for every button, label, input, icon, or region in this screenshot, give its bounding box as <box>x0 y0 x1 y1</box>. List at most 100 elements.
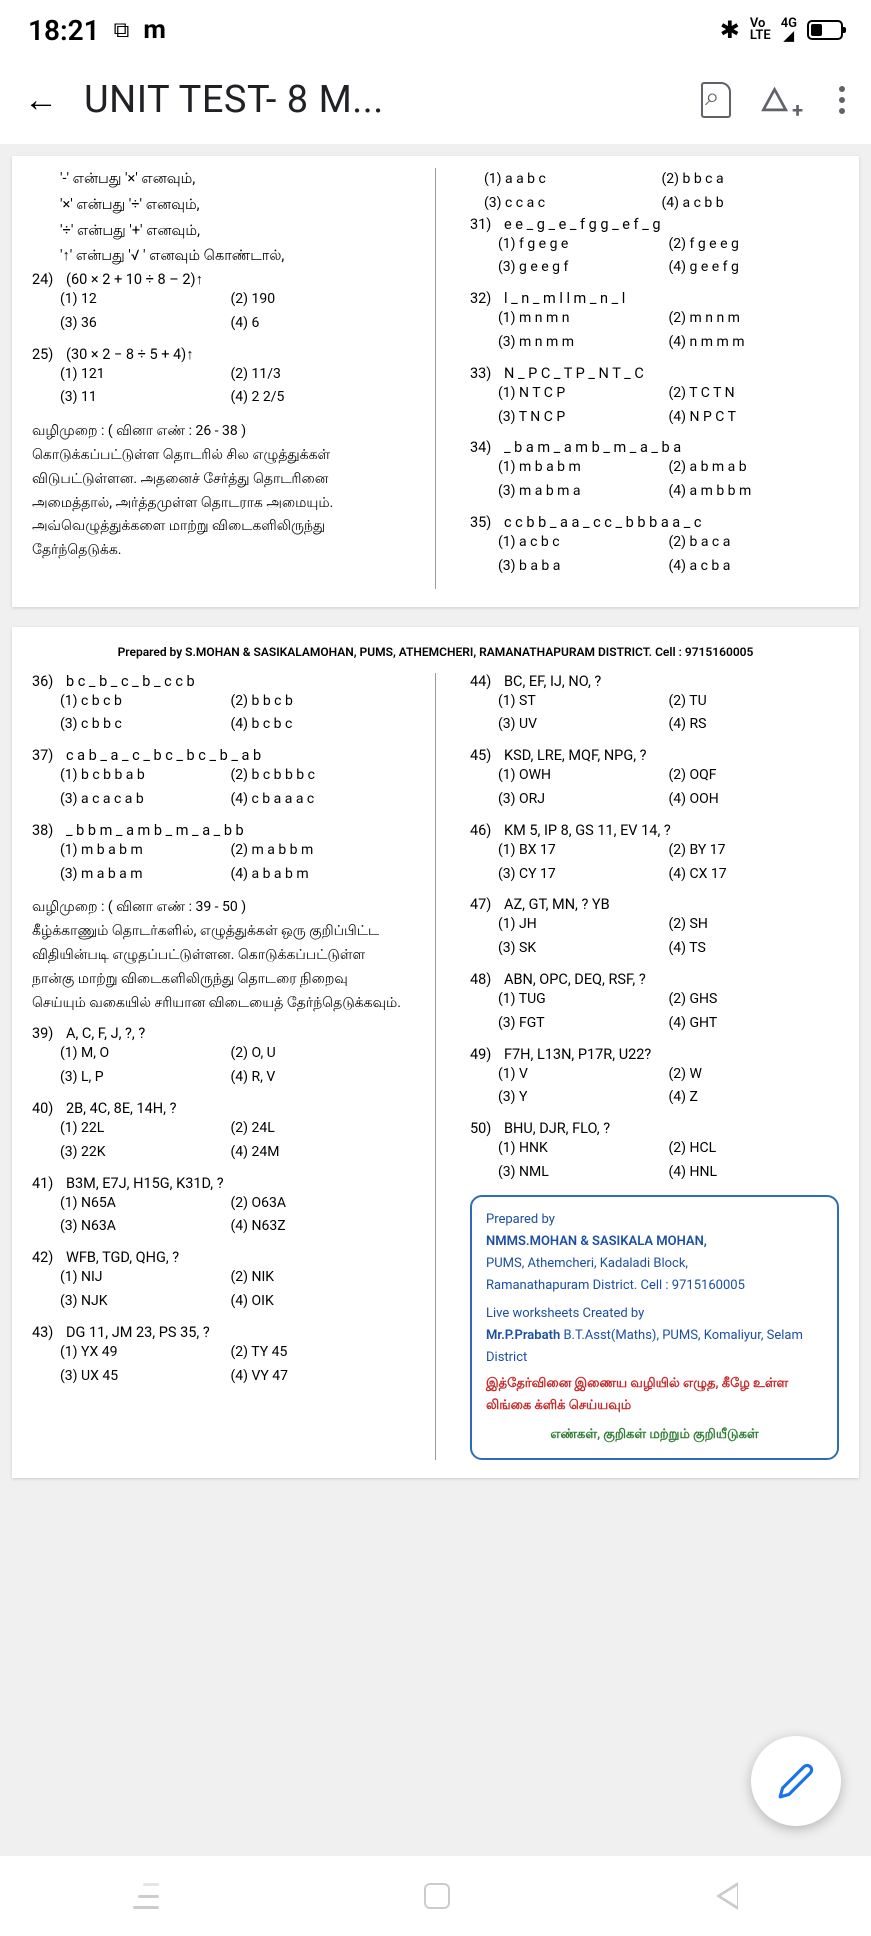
find-in-doc-icon[interactable] <box>701 82 731 118</box>
q-option: (2) b b c a <box>662 168 840 192</box>
q-option: (2) BY 17 <box>669 839 840 863</box>
q-option: (4) OIK <box>231 1290 402 1314</box>
q-num: 41) <box>32 1175 58 1192</box>
q-num: 43) <box>32 1324 58 1341</box>
nav-back-button[interactable] <box>716 1882 738 1910</box>
back-button[interactable]: ← <box>24 80 58 120</box>
q-option: (3) 22K <box>60 1141 231 1165</box>
clock: 18:21 <box>28 14 100 47</box>
pencil-icon <box>777 1762 815 1800</box>
q-title: e e _ g _ e _ f g g _ e f _ g <box>504 216 660 233</box>
q-title: DG 11, JM 23, PS 35, ? <box>66 1324 210 1341</box>
q-option: (3) b a b a <box>498 555 669 579</box>
q-option: (1) 121 <box>60 363 231 387</box>
q-title: WFB, TGD, QHG, ? <box>66 1249 179 1266</box>
q-title: c c b b _ a a _ c c _ b b b a a _ c <box>504 514 702 531</box>
question-31: 31)e e _ g _ e _ f g g _ e f _ g (1) f g… <box>470 216 839 281</box>
page2-left-col: 36)b c _ b _ c _ b _ c c b (1) c b c b (… <box>32 673 401 1460</box>
q-option: (3) UV <box>498 713 669 737</box>
status-left: 18:21 ⧉ m <box>28 14 166 47</box>
q-option: (2) b b c b <box>231 690 402 714</box>
status-bar: 18:21 ⧉ m ✱ Vo LTE 4G ◢ <box>0 0 871 56</box>
credit-addr: Ramanathapuram District. Cell : 97151600… <box>486 1275 823 1297</box>
credit-name: NMMS.MOHAN & SASIKALA MOHAN, <box>486 1231 823 1253</box>
q-option: (1) a a b c <box>484 168 662 192</box>
q-option: (1) JH <box>498 913 669 937</box>
q-option: (3) g e e g f <box>498 256 669 280</box>
credit-green[interactable]: எண்கள், குறிகள் மற்றும் குறியீடுகள் <box>486 1424 823 1446</box>
q-option: (3) 36 <box>60 312 231 336</box>
q-num: 25) <box>32 346 58 363</box>
question-33: 33)N _ P C _ T P _ N T _ C (1) N T C P (… <box>470 365 839 430</box>
q-num: 32) <box>470 290 496 307</box>
question-42: 42)WFB, TGD, QHG, ? (1) NIJ (2) NIK (3) … <box>32 1249 401 1314</box>
q-option: (1) ST <box>498 690 669 714</box>
q-num: 42) <box>32 1249 58 1266</box>
q-option: (1) b c b b a b <box>60 764 231 788</box>
q-title: F7H, L13N, P17R, U22? <box>504 1046 651 1063</box>
q-option: (2) b a c a <box>669 531 840 555</box>
q-title: _ b b m _ a m b _ m _ a _ b b <box>66 822 244 839</box>
q-option: (3) Y <box>498 1086 669 1110</box>
q-option: (2) f g e e g <box>669 233 840 257</box>
q-option: (2) HCL <box>669 1137 840 1161</box>
q-option: (1) N T C P <box>498 382 669 406</box>
q-option: (3) c b b c <box>60 713 231 737</box>
q-option: (3) L, P <box>60 1066 231 1090</box>
q-title: _ b a m _ a m b _ m _ a _ b a <box>504 439 681 456</box>
q-option: (1) a c b c <box>498 531 669 555</box>
q-option: (1) c b c b <box>60 690 231 714</box>
credit-addr: PUMS, Athemcheri, Kadaladi Block, <box>486 1253 823 1275</box>
document-viewport[interactable]: '-' என்பது '×' எனவும், '×' என்பது '÷' என… <box>0 144 871 1856</box>
q-option: (2) m n n m <box>669 307 840 331</box>
q-option: (1) HNK <box>498 1137 669 1161</box>
q-option: (1) NIJ <box>60 1266 231 1290</box>
q-option: (3) NML <box>498 1161 669 1185</box>
q-option: (4) a m b b m <box>669 480 840 504</box>
q-num: 36) <box>32 673 58 690</box>
edit-fab[interactable] <box>751 1736 841 1826</box>
question-35: 35)c c b b _ a a _ c c _ b b b a a _ c (… <box>470 514 839 579</box>
cast-add-icon[interactable] <box>763 84 799 116</box>
intro-line: '÷' என்பது '+' எனவும், <box>32 220 401 242</box>
q-num: 46) <box>470 822 496 839</box>
question-44: 44)BC, EF, IJ, NO, ? (1) ST (2) TU (3) U… <box>470 673 839 738</box>
q-option: (1) 22L <box>60 1117 231 1141</box>
q-option: (4) GHT <box>669 1012 840 1036</box>
q-num: 49) <box>470 1046 496 1063</box>
question-49: 49) F7H, L13N, P17R, U22? (1) V (2) W (3)… <box>470 1046 839 1111</box>
q-option: (1) V <box>498 1063 669 1087</box>
nav-home-button[interactable] <box>424 1883 450 1909</box>
q-option: (3) NJK <box>60 1290 231 1314</box>
q-option: (4) R, V <box>231 1066 402 1090</box>
q-option: (4) RS <box>669 713 840 737</box>
q-num: 33) <box>470 365 496 382</box>
question-46: 46)KM 5, IP 8, GS 11, EV 14, ? (1) BX 17… <box>470 822 839 887</box>
q-title: BC, EF, IJ, NO, ? <box>504 673 601 690</box>
q-title: KM 5, IP 8, GS 11, EV 14, ? <box>504 822 671 839</box>
q-option: (4) TS <box>669 937 840 961</box>
question-24: 24)(60 × 2 + 10 ÷ 8 – 2)↑ (1) 12 (2) 190… <box>32 271 401 336</box>
q-num: 40) <box>32 1100 58 1117</box>
q-option: (1) 12 <box>60 288 231 312</box>
context-39-50: வழிமுறை : ( வினா எண் : 39 - 50 ) கீழ்க்க… <box>32 896 401 1015</box>
q-title: (60 × 2 + 10 ÷ 8 – 2)↑ <box>66 271 203 288</box>
network-icon: 4G ◢ <box>781 17 797 43</box>
app-icon-2: m <box>143 15 166 45</box>
q-option: (2) W <box>669 1063 840 1087</box>
question-32: 32)l _ n _ m l l m _ n _ l (1) m n m n (… <box>470 290 839 355</box>
q-option: (2) OQF <box>669 764 840 788</box>
more-menu-button[interactable] <box>831 86 853 114</box>
status-right: ✱ Vo LTE 4G ◢ <box>720 16 843 44</box>
nav-recent-button[interactable] <box>133 1883 159 1909</box>
question-38: 38)_ b b m _ a m b _ m _ a _ b b (1) m b… <box>32 822 401 887</box>
credit-mr: Mr.P.Prabath <box>486 1328 560 1343</box>
q-title: ABN, OPC, DEQ, RSF, ? <box>504 971 646 988</box>
column-divider <box>435 168 436 589</box>
q-option: (4) N P C T <box>669 406 840 430</box>
intro-line: '×' என்பது '÷' எனவும், <box>32 194 401 216</box>
q-option: (4) VY 47 <box>231 1365 402 1389</box>
battery-icon <box>807 20 843 40</box>
question-36: 36)b c _ b _ c _ b _ c c b (1) c b c b (… <box>32 673 401 738</box>
q-option: (3) m a b a m <box>60 863 231 887</box>
